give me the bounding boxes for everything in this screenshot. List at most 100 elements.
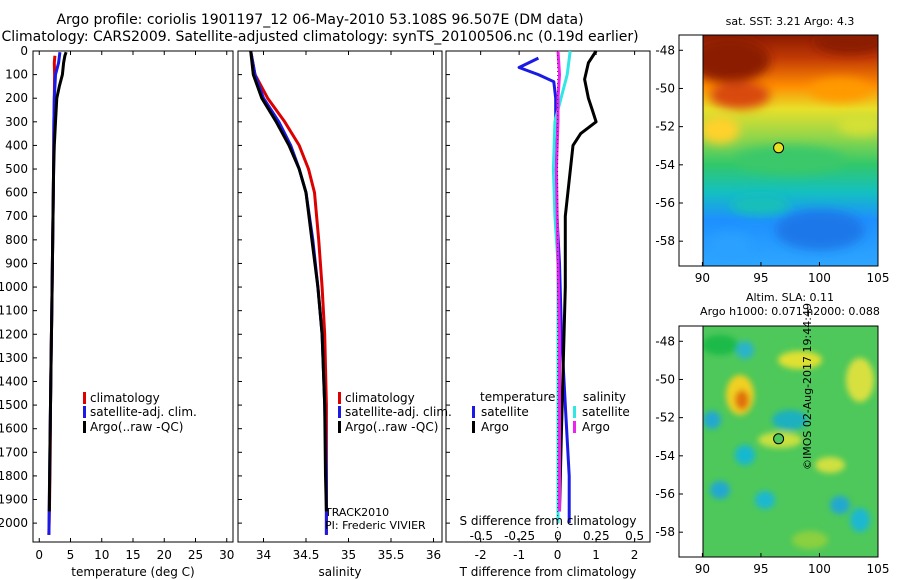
temperature-plot-frame <box>32 50 234 543</box>
map-y-tick-label: -56 <box>655 487 675 501</box>
x-tick-label: 10 <box>94 548 109 562</box>
legend-t-argo-swatch <box>472 421 475 433</box>
sst-map-ticks: 90 95 100 105 -48 -50 -52 -54 -56 -58 <box>655 43 889 285</box>
series-line-temperature-argo <box>558 50 598 512</box>
x-tick-label: 35.5 <box>378 548 405 562</box>
map-y-tick-label: -58 <box>655 234 675 248</box>
legend-t-satellite-label: satellite <box>481 405 529 419</box>
map-x-tick-label: 105 <box>867 271 890 285</box>
legend-argo-label: Argo(..raw -QC) <box>345 420 438 434</box>
legend-satellite-swatch <box>338 406 341 418</box>
t-difference-x-axis-label: T difference from climatology <box>459 565 637 579</box>
map-x-tick-label: 95 <box>753 562 768 576</box>
x-tick-label: 0 <box>554 548 562 562</box>
legend-climatology-label: climatology <box>90 391 160 405</box>
y-tick-label: 1800 <box>0 469 28 483</box>
x-tick-label: 36 <box>426 548 441 562</box>
map-y-tick-label: -56 <box>655 196 675 210</box>
y-tick-label: 1400 <box>0 374 28 388</box>
y-tick-label: 1500 <box>0 398 28 412</box>
x-tick-label: 25 <box>188 548 203 562</box>
argo-location-marker <box>773 142 785 154</box>
x-tick-label: 0 <box>35 548 43 562</box>
map-x-tick-label: 105 <box>867 562 890 576</box>
series-line-salinity-satellite <box>551 50 572 524</box>
s-diff-tick-label: -0.5 <box>470 529 493 543</box>
y-tick-label: 1200 <box>0 327 28 341</box>
legend-t-satellite-swatch <box>472 406 475 418</box>
legend-t-argo-label: Argo <box>481 420 509 434</box>
legend-climatology-swatch <box>338 392 341 404</box>
difference-legend: temperature salinity satellite Argo sate… <box>472 390 630 434</box>
map-y-tick-label: -48 <box>655 43 675 57</box>
salinity-plot-frame <box>237 50 443 543</box>
axis-ticks-layer: 0 5 10 15 20 25 300100200300400500600700800900… <box>0 44 644 562</box>
legend-satellite-label: satellite-adj. clim. <box>345 405 452 419</box>
series-line-salinity-argo <box>554 50 561 512</box>
y-tick-label: 1100 <box>0 304 28 318</box>
legend-satellite-swatch <box>83 406 86 418</box>
x-tick-label: 30 <box>219 548 234 562</box>
x-tick-label: 15 <box>125 548 140 562</box>
y-tick-label: 500 <box>5 162 28 176</box>
temperature-x-axis-label: temperature (deg C) <box>71 565 194 579</box>
series-line-climatology <box>249 50 328 535</box>
legend-satellite-label: satellite-adj. clim. <box>90 405 197 419</box>
sla-map-ticks: 90 95 100 105 -48 -50 -52 -54 -56 -58 <box>655 334 889 576</box>
legend-climatology-label: climatology <box>345 391 415 405</box>
sst-axes-frame <box>678 34 879 267</box>
pi-annotation: PI: Frederic VIVIER <box>325 519 426 532</box>
map-y-tick-label: -52 <box>655 120 675 134</box>
y-tick-label: 700 <box>5 209 28 223</box>
temperature-legend: climatology satellite-adj. clim. Argo(..… <box>83 391 197 434</box>
legend-s-satellite-swatch <box>573 406 576 418</box>
series-line-satellite-adj-clim- <box>249 50 328 535</box>
legend-temperature-heading: temperature <box>480 390 555 404</box>
map-y-tick-label: -54 <box>655 449 675 463</box>
y-tick-label: 1300 <box>0 351 28 365</box>
s-diff-tick-label: 0.5 <box>625 529 644 543</box>
y-tick-label: 100 <box>5 68 28 82</box>
series-line-argo-raw-qc- <box>249 50 328 512</box>
x-tick-label: 5 <box>67 548 75 562</box>
x-tick-label: 35 <box>341 548 356 562</box>
map-x-tick-label: 90 <box>695 271 710 285</box>
x-tick-label: 2 <box>631 548 639 562</box>
map-y-tick-label: -48 <box>655 334 675 348</box>
y-tick-label: 0 <box>20 44 28 58</box>
y-tick-label: 1700 <box>0 445 28 459</box>
y-tick-label: 400 <box>5 138 28 152</box>
legend-climatology-swatch <box>83 392 86 404</box>
figure-title-line2: Climatology: CARS2009. Satellite-adjuste… <box>1 29 639 45</box>
y-tick-label: 2000 <box>0 516 28 530</box>
y-tick-label: 1600 <box>0 422 28 436</box>
map-x-tick-label: 100 <box>808 562 831 576</box>
series-line-argo-raw-qc- <box>47 51 68 512</box>
map-y-tick-label: -54 <box>655 158 675 172</box>
y-tick-label: 1900 <box>0 493 28 507</box>
s-diff-tick-label: 0.25 <box>583 529 610 543</box>
x-tick-label: -2 <box>475 548 487 562</box>
y-tick-label: 600 <box>5 186 28 200</box>
argo-location-marker <box>773 433 785 445</box>
map-x-tick-label: 90 <box>695 562 710 576</box>
x-tick-label: 20 <box>157 548 172 562</box>
map-y-tick-label: -50 <box>655 372 675 386</box>
legend-s-argo-swatch <box>573 421 576 433</box>
sla-map-title: Altim. SLA: 0.11 <box>746 291 834 304</box>
figure-title-line1: Argo profile: coriolis 1901197_12 06-May… <box>56 12 584 28</box>
track-annotation: TRACK2010 <box>324 506 389 519</box>
profile-lines-layer <box>47 50 598 542</box>
y-tick-label: 200 <box>5 91 28 105</box>
sla-heatmap <box>703 326 878 557</box>
sla-axes-frame <box>678 325 879 558</box>
y-tick-label: 800 <box>5 233 28 247</box>
legend-s-satellite-label: satellite <box>582 405 630 419</box>
sla-map-subtitle: Argo h1000: 0.071 h2000: 0.088 <box>700 305 880 318</box>
map-x-tick-label: 95 <box>753 271 768 285</box>
map-y-tick-label: -58 <box>655 525 675 539</box>
s-difference-axis-label: S difference from climatology <box>460 514 637 528</box>
sst-heatmap <box>703 35 878 266</box>
difference-plot-frame <box>445 50 651 543</box>
salinity-legend: climatology satellite-adj. clim. Argo(..… <box>338 391 452 434</box>
